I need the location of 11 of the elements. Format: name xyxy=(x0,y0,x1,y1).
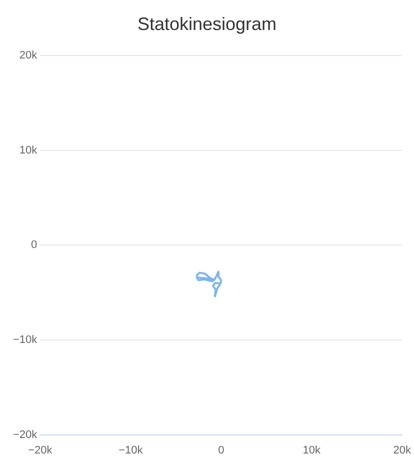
x-tick-label: 10k xyxy=(302,444,321,456)
y-tick-label: 0 xyxy=(31,239,38,252)
x-tick-label: 20k xyxy=(393,444,412,456)
chart-title: Statokinesiogram xyxy=(137,14,277,34)
y-tick-label: 20k xyxy=(19,50,38,62)
x-tick-label: −20k xyxy=(28,444,53,456)
x-tick-label: 0 xyxy=(218,444,224,456)
y-tick-label: −10k xyxy=(12,334,38,346)
y-tick-label: 10k xyxy=(19,144,38,156)
y-tick-label: −20k xyxy=(12,428,38,441)
x-tick-label: −10k xyxy=(118,444,144,456)
